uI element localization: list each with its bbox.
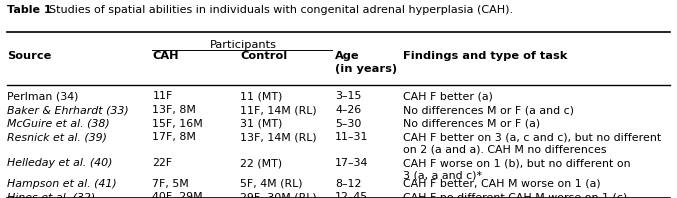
Text: 13F, 14M (RL): 13F, 14M (RL): [240, 132, 317, 142]
Text: 11 (MT): 11 (MT): [240, 91, 283, 102]
Text: Studies of spatial abilities in individuals with congenital adrenal hyperplasia : Studies of spatial abilities in individu…: [42, 5, 513, 15]
Text: Resnick et al. (39): Resnick et al. (39): [7, 132, 107, 142]
Text: Hines et al. (32): Hines et al. (32): [7, 192, 95, 198]
Text: Participants: Participants: [211, 40, 277, 50]
Text: Hampson et al. (41): Hampson et al. (41): [7, 179, 116, 189]
Text: CAH: CAH: [152, 51, 179, 62]
Text: 4–26: 4–26: [335, 105, 362, 115]
Text: 17F, 8M: 17F, 8M: [152, 132, 196, 142]
Text: 5–30: 5–30: [335, 119, 362, 129]
Text: Findings and type of task: Findings and type of task: [403, 51, 567, 62]
Text: 8–12: 8–12: [335, 179, 362, 189]
Text: 11F, 14M (RL): 11F, 14M (RL): [240, 105, 317, 115]
Text: 29F, 30M (RL): 29F, 30M (RL): [240, 192, 317, 198]
Text: Source: Source: [7, 51, 51, 62]
Text: No differences M or F (a): No differences M or F (a): [403, 119, 540, 129]
Text: 15F, 16M: 15F, 16M: [152, 119, 203, 129]
Text: Baker & Ehrhardt (33): Baker & Ehrhardt (33): [7, 105, 129, 115]
Text: 13F, 8M: 13F, 8M: [152, 105, 196, 115]
Text: No differences M or F (a and c): No differences M or F (a and c): [403, 105, 574, 115]
Text: 11–31: 11–31: [335, 132, 368, 142]
Text: 17–34: 17–34: [335, 158, 368, 168]
Text: Table 1: Table 1: [7, 5, 51, 15]
Text: CAH F better, CAH M worse on 1 (a): CAH F better, CAH M worse on 1 (a): [403, 179, 600, 189]
Text: McGuire et al. (38): McGuire et al. (38): [7, 119, 110, 129]
Text: Control: Control: [240, 51, 288, 62]
Text: Helleday et al. (40): Helleday et al. (40): [7, 158, 112, 168]
Text: 22F: 22F: [152, 158, 173, 168]
Text: CAH F worse on 1 (b), but no different on
3 (a, a and c)*: CAH F worse on 1 (b), but no different o…: [403, 158, 630, 181]
Text: Perlman (34): Perlman (34): [7, 91, 78, 102]
Text: 22 (MT): 22 (MT): [240, 158, 282, 168]
Text: 12–45: 12–45: [335, 192, 368, 198]
Text: Age
(in years): Age (in years): [335, 51, 397, 74]
Text: CAH F better (a): CAH F better (a): [403, 91, 493, 102]
Text: CAH F no different CAH M worse on 1 (c): CAH F no different CAH M worse on 1 (c): [403, 192, 627, 198]
Text: 7F, 5M: 7F, 5M: [152, 179, 189, 189]
Text: 11F: 11F: [152, 91, 173, 102]
Text: 31 (MT): 31 (MT): [240, 119, 283, 129]
Text: 3–15: 3–15: [335, 91, 362, 102]
Text: 5F, 4M (RL): 5F, 4M (RL): [240, 179, 303, 189]
Text: 40F, 29M: 40F, 29M: [152, 192, 203, 198]
Text: CAH F better on 3 (a, c and c), but no different
on 2 (a and a). CAH M no differ: CAH F better on 3 (a, c and c), but no d…: [403, 132, 661, 155]
